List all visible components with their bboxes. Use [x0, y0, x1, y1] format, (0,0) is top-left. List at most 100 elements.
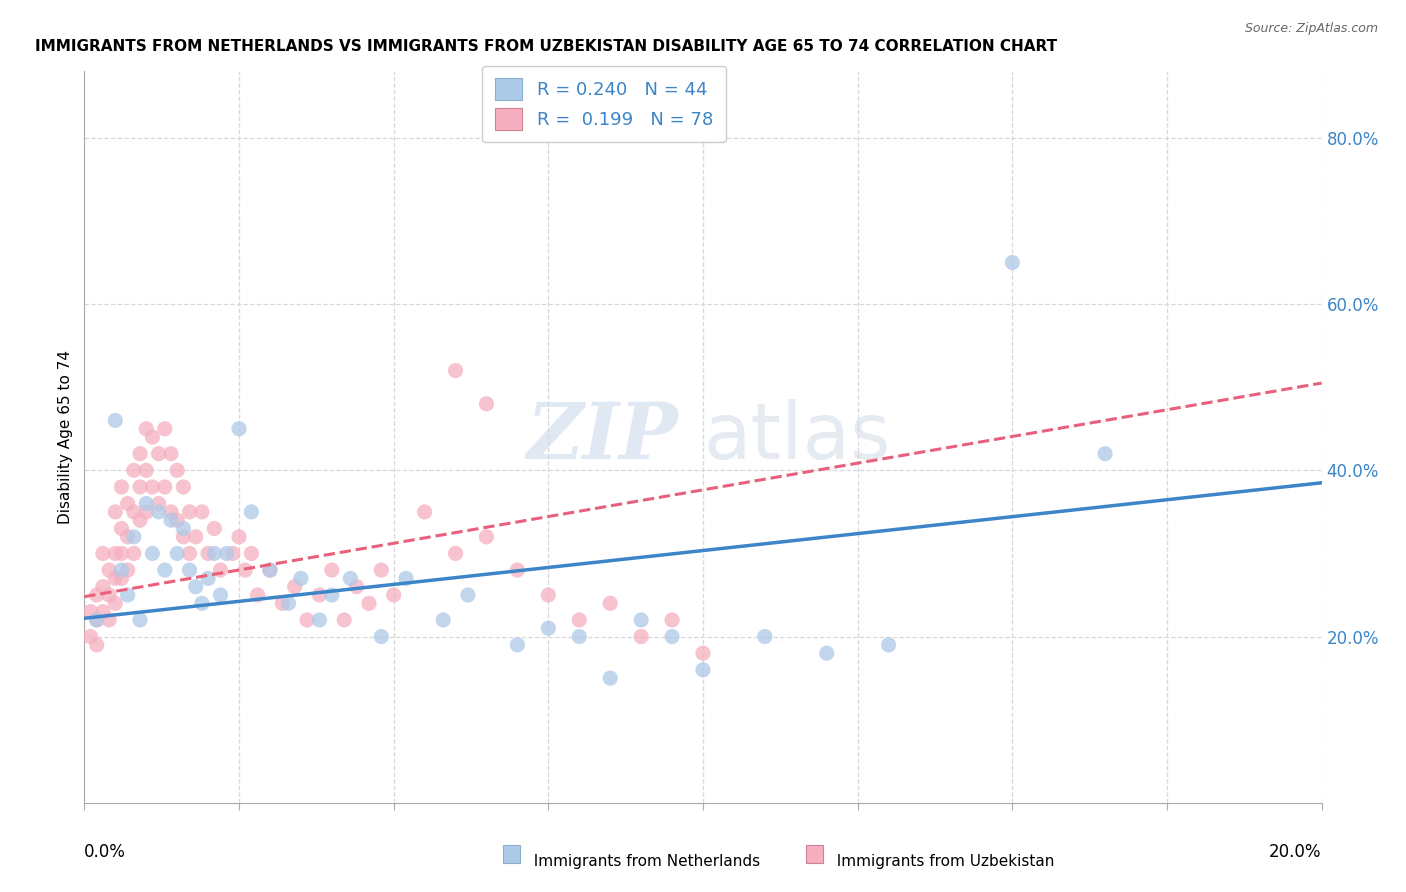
Point [129, 447, 152, 461]
Point [179, 563, 201, 577]
Point [172, 530, 194, 544]
Point [877, 638, 900, 652]
Point [537, 621, 560, 635]
Point [506, 638, 529, 652]
Point [346, 580, 368, 594]
Point [370, 630, 392, 644]
Point [129, 613, 152, 627]
Point [141, 480, 163, 494]
Y-axis label: Disability Age 65 to 74: Disability Age 65 to 74 [58, 350, 73, 524]
Point [240, 505, 263, 519]
Point [79, 605, 101, 619]
Point [308, 613, 330, 627]
Point [259, 563, 281, 577]
Point [197, 571, 219, 585]
Point [222, 546, 245, 560]
Point [86, 588, 108, 602]
Point [209, 563, 232, 577]
Point [271, 596, 294, 610]
Point [357, 596, 380, 610]
Point [382, 588, 405, 602]
Point [86, 613, 108, 627]
Point [91, 546, 114, 560]
Point [79, 630, 101, 644]
Point [117, 588, 139, 602]
Point [129, 513, 152, 527]
Point [153, 480, 176, 494]
Point [129, 480, 152, 494]
FancyBboxPatch shape [806, 846, 823, 863]
Point [202, 546, 225, 560]
Point [110, 546, 132, 560]
Text: 20.0%: 20.0% [1270, 843, 1322, 861]
Point [104, 596, 127, 610]
Point [122, 530, 145, 544]
Text: ZIP: ZIP [527, 399, 678, 475]
Point [284, 580, 307, 594]
Point [191, 505, 214, 519]
Point [191, 596, 214, 610]
Text: IMMIGRANTS FROM NETHERLANDS VS IMMIGRANTS FROM UZBEKISTAN DISABILITY AGE 65 TO 7: IMMIGRANTS FROM NETHERLANDS VS IMMIGRANT… [35, 38, 1057, 54]
Point [630, 630, 652, 644]
Point [568, 613, 591, 627]
Point [754, 630, 776, 644]
Point [413, 505, 436, 519]
Point [209, 588, 232, 602]
Point [339, 571, 361, 585]
Point [457, 588, 479, 602]
Point [117, 563, 139, 577]
Point [110, 571, 132, 585]
Point [506, 563, 529, 577]
Point [475, 397, 498, 411]
Point [104, 505, 127, 519]
Point [290, 571, 312, 585]
Point [160, 505, 183, 519]
Point [815, 646, 838, 660]
Point [166, 513, 188, 527]
Point [104, 571, 127, 585]
Point [692, 663, 714, 677]
Point [277, 596, 299, 610]
Point [599, 596, 621, 610]
Point [246, 588, 269, 602]
Point [661, 613, 683, 627]
Point [153, 422, 176, 436]
Point [172, 521, 194, 535]
Text: 0.0%: 0.0% [84, 843, 127, 861]
Point [259, 563, 281, 577]
Point [179, 546, 201, 560]
Point [135, 505, 157, 519]
Point [370, 563, 392, 577]
Point [179, 505, 201, 519]
Point [141, 430, 163, 444]
Point [333, 613, 356, 627]
Point [148, 505, 170, 519]
Legend: R = 0.240   N = 44, R =  0.199   N = 78: R = 0.240 N = 44, R = 0.199 N = 78 [482, 66, 725, 143]
Point [1001, 255, 1024, 269]
Point [110, 480, 132, 494]
Point [141, 546, 163, 560]
Point [197, 546, 219, 560]
Text: Immigrants from Uzbekistan: Immigrants from Uzbekistan [827, 854, 1054, 869]
Point [135, 497, 157, 511]
Point [86, 613, 108, 627]
Point [475, 530, 498, 544]
Point [432, 613, 454, 627]
Point [104, 413, 127, 427]
Point [599, 671, 621, 685]
Point [110, 563, 132, 577]
Point [98, 588, 121, 602]
Point [568, 630, 591, 644]
Point [444, 363, 467, 377]
Point [117, 497, 139, 511]
Point [184, 530, 207, 544]
Point [215, 546, 238, 560]
Point [692, 646, 714, 660]
Point [166, 463, 188, 477]
Point [228, 422, 250, 436]
Point [1094, 447, 1116, 461]
Point [104, 546, 127, 560]
Point [444, 546, 467, 560]
Point [308, 588, 330, 602]
Point [630, 613, 652, 627]
